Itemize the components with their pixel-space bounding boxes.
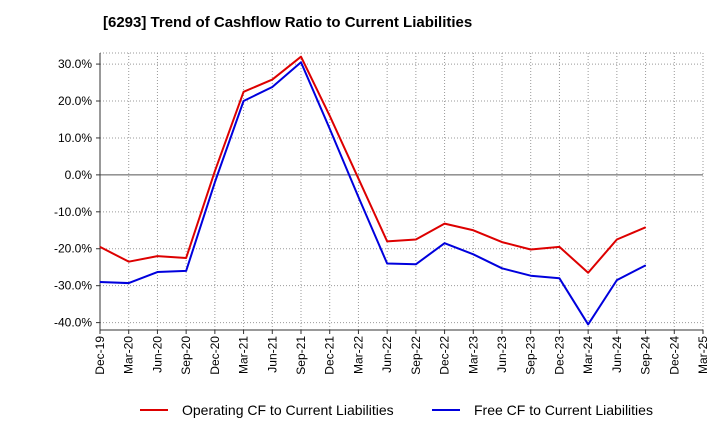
y-tick-label: 20.0% (58, 94, 92, 108)
point-free-cf (243, 100, 245, 102)
legend-label-free-cf: Free CF to Current Liabilities (474, 402, 653, 418)
point-free-cf (616, 279, 618, 281)
y-tick-label: 0.0% (65, 168, 93, 182)
point-free-cf (444, 242, 446, 244)
point-free-cf (645, 264, 647, 266)
legend-swatch-blue (432, 409, 460, 411)
y-tick-label: -10.0% (54, 205, 92, 219)
point-free-cf (329, 128, 331, 130)
point-free-cf (587, 323, 589, 325)
x-tick-label: Mar-21 (237, 336, 251, 374)
point-operating-cf (99, 246, 101, 248)
point-free-cf (156, 271, 158, 273)
point-operating-cf (243, 91, 245, 93)
series-line-free-cf (99, 61, 647, 326)
point-operating-cf (616, 239, 618, 241)
point-operating-cf (444, 223, 446, 225)
point-operating-cf (128, 261, 130, 263)
x-tick-label: Mar-20 (122, 336, 136, 374)
chart-title: [6293] Trend of Cashflow Ratio to Curren… (103, 14, 473, 31)
x-tick-label: Jun-24 (610, 336, 624, 373)
point-free-cf (558, 277, 560, 279)
point-operating-cf (530, 248, 532, 250)
point-operating-cf (415, 239, 417, 241)
point-free-cf (501, 267, 503, 269)
y-tick-label: 30.0% (58, 57, 92, 71)
y-tick-label: -20.0% (54, 242, 92, 256)
x-tick-label: Mar-23 (466, 336, 480, 374)
x-tick-label: Sep-24 (639, 336, 653, 375)
gridlines (99, 52, 704, 330)
point-operating-cf (386, 240, 388, 242)
point-operating-cf (214, 170, 216, 172)
x-tick-label: Sep-20 (179, 336, 193, 375)
x-tick-label: Dec-21 (323, 336, 337, 375)
x-tick-label: Dec-24 (667, 336, 681, 375)
point-free-cf (185, 270, 187, 272)
x-tick-label: Dec-20 (208, 336, 222, 375)
x-tick-label: Mar-24 (581, 336, 595, 374)
x-tick-label: Jun-21 (265, 336, 279, 373)
point-free-cf (530, 275, 532, 277)
point-operating-cf (185, 257, 187, 259)
axes (99, 53, 703, 331)
point-free-cf (415, 263, 417, 265)
point-operating-cf (645, 226, 647, 228)
x-tick-label: Jun-22 (380, 336, 394, 373)
point-free-cf (472, 253, 474, 255)
x-tick-label: Jun-23 (495, 336, 509, 373)
point-operating-cf (501, 241, 503, 243)
point-operating-cf (587, 272, 589, 274)
series-line-operating-cf (99, 55, 646, 274)
x-tick-label: Sep-21 (294, 336, 308, 375)
legend: Operating CF to Current Liabilities Free… (0, 402, 720, 426)
x-tick-label: Sep-23 (524, 336, 538, 375)
point-free-cf (300, 61, 302, 63)
point-operating-cf (271, 79, 273, 81)
point-operating-cf (472, 229, 474, 231)
y-axis-tick-labels: 30.0% 20.0% 10.0% 0.0% -10.0% -20.0% -30.0% -40… (54, 57, 100, 330)
x-tick-label: Mar-25 (696, 336, 710, 374)
point-operating-cf (300, 56, 302, 58)
x-tick-label: Sep-22 (409, 336, 423, 375)
y-tick-label: -30.0% (54, 279, 92, 293)
point-free-cf (271, 86, 273, 88)
x-tick-label: Jun-20 (150, 336, 164, 373)
legend-item-operating-cf: Operating CF to Current Liabilities (140, 402, 394, 418)
point-free-cf (386, 263, 388, 265)
x-tick-label: Dec-23 (552, 336, 566, 375)
point-operating-cf (357, 178, 359, 180)
point-operating-cf (558, 246, 560, 248)
point-operating-cf (156, 255, 158, 257)
legend-label-operating-cf: Operating CF to Current Liabilities (182, 402, 394, 418)
x-axis-tick-labels: Dec-19 Mar-20 Jun-20 Sep-20 Dec-20 Mar-21 Jun-… (93, 330, 710, 375)
point-free-cf (128, 282, 130, 284)
series-lines (99, 55, 647, 326)
point-free-cf (357, 196, 359, 198)
y-tick-label: -40.0% (54, 316, 92, 330)
x-tick-label: Dec-22 (438, 336, 452, 375)
legend-item-free-cf: Free CF to Current Liabilities (432, 402, 653, 418)
point-operating-cf (329, 115, 331, 117)
x-tick-label: Dec-19 (93, 336, 107, 375)
y-tick-label: 10.0% (58, 131, 92, 145)
x-tick-label: Mar-22 (351, 336, 365, 374)
legend-swatch-red (140, 409, 168, 411)
point-free-cf (214, 181, 216, 183)
point-free-cf (99, 281, 101, 283)
